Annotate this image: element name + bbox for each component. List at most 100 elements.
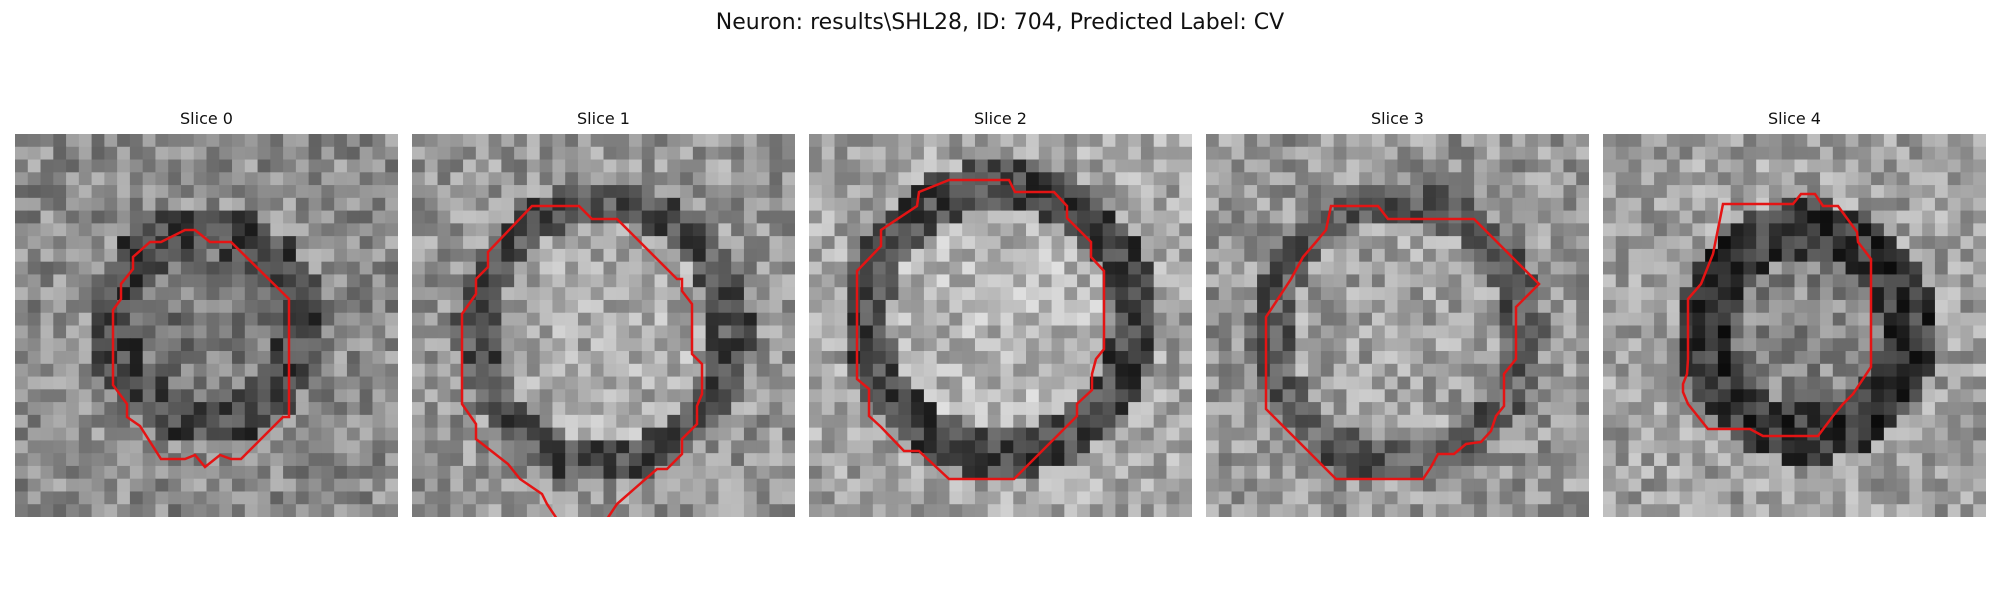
pixel <box>834 210 848 224</box>
pixel <box>1282 402 1296 416</box>
pixel <box>1807 363 1821 378</box>
pixel <box>168 478 182 493</box>
pixel <box>193 440 208 454</box>
pixel <box>821 274 836 288</box>
pixel <box>1474 363 1488 378</box>
pixel <box>936 325 951 339</box>
pixel <box>91 210 105 224</box>
pixel <box>1654 274 1668 288</box>
pixel <box>769 261 783 276</box>
pixel <box>1064 491 1078 505</box>
pixel <box>949 134 963 148</box>
pixel <box>949 504 963 517</box>
pixel <box>1909 440 1923 454</box>
pixel <box>346 453 361 467</box>
pixel <box>78 414 93 429</box>
pixel <box>1308 376 1322 390</box>
pixel <box>577 325 592 339</box>
pixel <box>705 338 719 352</box>
pixel <box>1026 427 1040 441</box>
pixel <box>219 440 233 454</box>
pixel <box>1871 172 1885 186</box>
pixel <box>974 491 989 505</box>
pixel <box>898 414 912 429</box>
pixel <box>1295 491 1309 505</box>
pixel <box>1794 376 1808 390</box>
pixel <box>769 146 783 161</box>
pixel <box>1371 351 1386 365</box>
pixel <box>1397 146 1411 161</box>
pixel <box>1359 414 1373 429</box>
pixel <box>142 325 157 339</box>
pixel <box>1435 134 1450 148</box>
pixel <box>552 491 566 505</box>
pixel <box>1282 172 1296 186</box>
pixel <box>346 134 361 148</box>
pixel <box>1628 134 1642 148</box>
pixel <box>155 427 169 441</box>
pixel <box>193 261 208 276</box>
pixel <box>1807 465 1821 480</box>
pixel <box>385 465 398 480</box>
pixel <box>756 210 771 224</box>
pixel <box>1013 134 1027 148</box>
pixel <box>1115 197 1129 212</box>
pixel <box>1550 134 1565 148</box>
pixel <box>1461 427 1475 441</box>
pixel <box>949 312 963 327</box>
pixel <box>1000 478 1014 493</box>
cell-contour <box>460 204 704 517</box>
pixel <box>1666 465 1681 480</box>
pixel <box>1781 223 1796 237</box>
pixel <box>1153 287 1168 301</box>
pixel <box>1423 504 1437 517</box>
pixel <box>129 453 144 467</box>
pixel <box>232 504 246 517</box>
pixel <box>667 248 681 263</box>
pixel <box>283 185 297 199</box>
pixel <box>1832 414 1847 429</box>
pixel <box>155 338 169 352</box>
pixel <box>616 287 630 301</box>
pixel <box>463 376 477 390</box>
pixel <box>1730 134 1745 148</box>
pixel <box>424 325 439 339</box>
pixel <box>974 223 989 237</box>
pixel <box>1550 159 1565 173</box>
pixel <box>577 146 592 161</box>
pixel <box>1410 325 1424 339</box>
pixel <box>539 210 554 224</box>
pixel <box>257 172 271 186</box>
pixel <box>1794 236 1808 250</box>
pixel <box>244 478 259 493</box>
pixel <box>1934 274 1949 288</box>
pixel <box>1537 287 1552 301</box>
pixel <box>1679 478 1693 493</box>
pixel <box>1512 465 1526 480</box>
pixel <box>911 504 925 517</box>
pixel <box>1603 197 1617 212</box>
pixel <box>1615 274 1630 288</box>
pixel <box>898 185 912 199</box>
pixel <box>1628 312 1642 327</box>
pixel <box>155 504 169 517</box>
pixel <box>1102 338 1116 352</box>
pixel <box>78 312 93 327</box>
pixel <box>1641 236 1655 250</box>
pixel <box>962 478 976 493</box>
pixel <box>1410 504 1424 517</box>
pixel <box>885 159 899 173</box>
pixel <box>1820 504 1834 517</box>
pixel <box>1705 389 1719 403</box>
pixel <box>1000 325 1014 339</box>
pixel <box>1000 185 1014 199</box>
pixel <box>898 223 912 237</box>
pixel <box>680 491 694 505</box>
pixel <box>1474 248 1488 263</box>
pixel <box>488 274 502 288</box>
pixel <box>91 159 105 173</box>
pixel <box>1628 351 1642 365</box>
pixel <box>987 363 1002 378</box>
pixel <box>1218 440 1233 454</box>
pixel <box>1140 274 1155 288</box>
